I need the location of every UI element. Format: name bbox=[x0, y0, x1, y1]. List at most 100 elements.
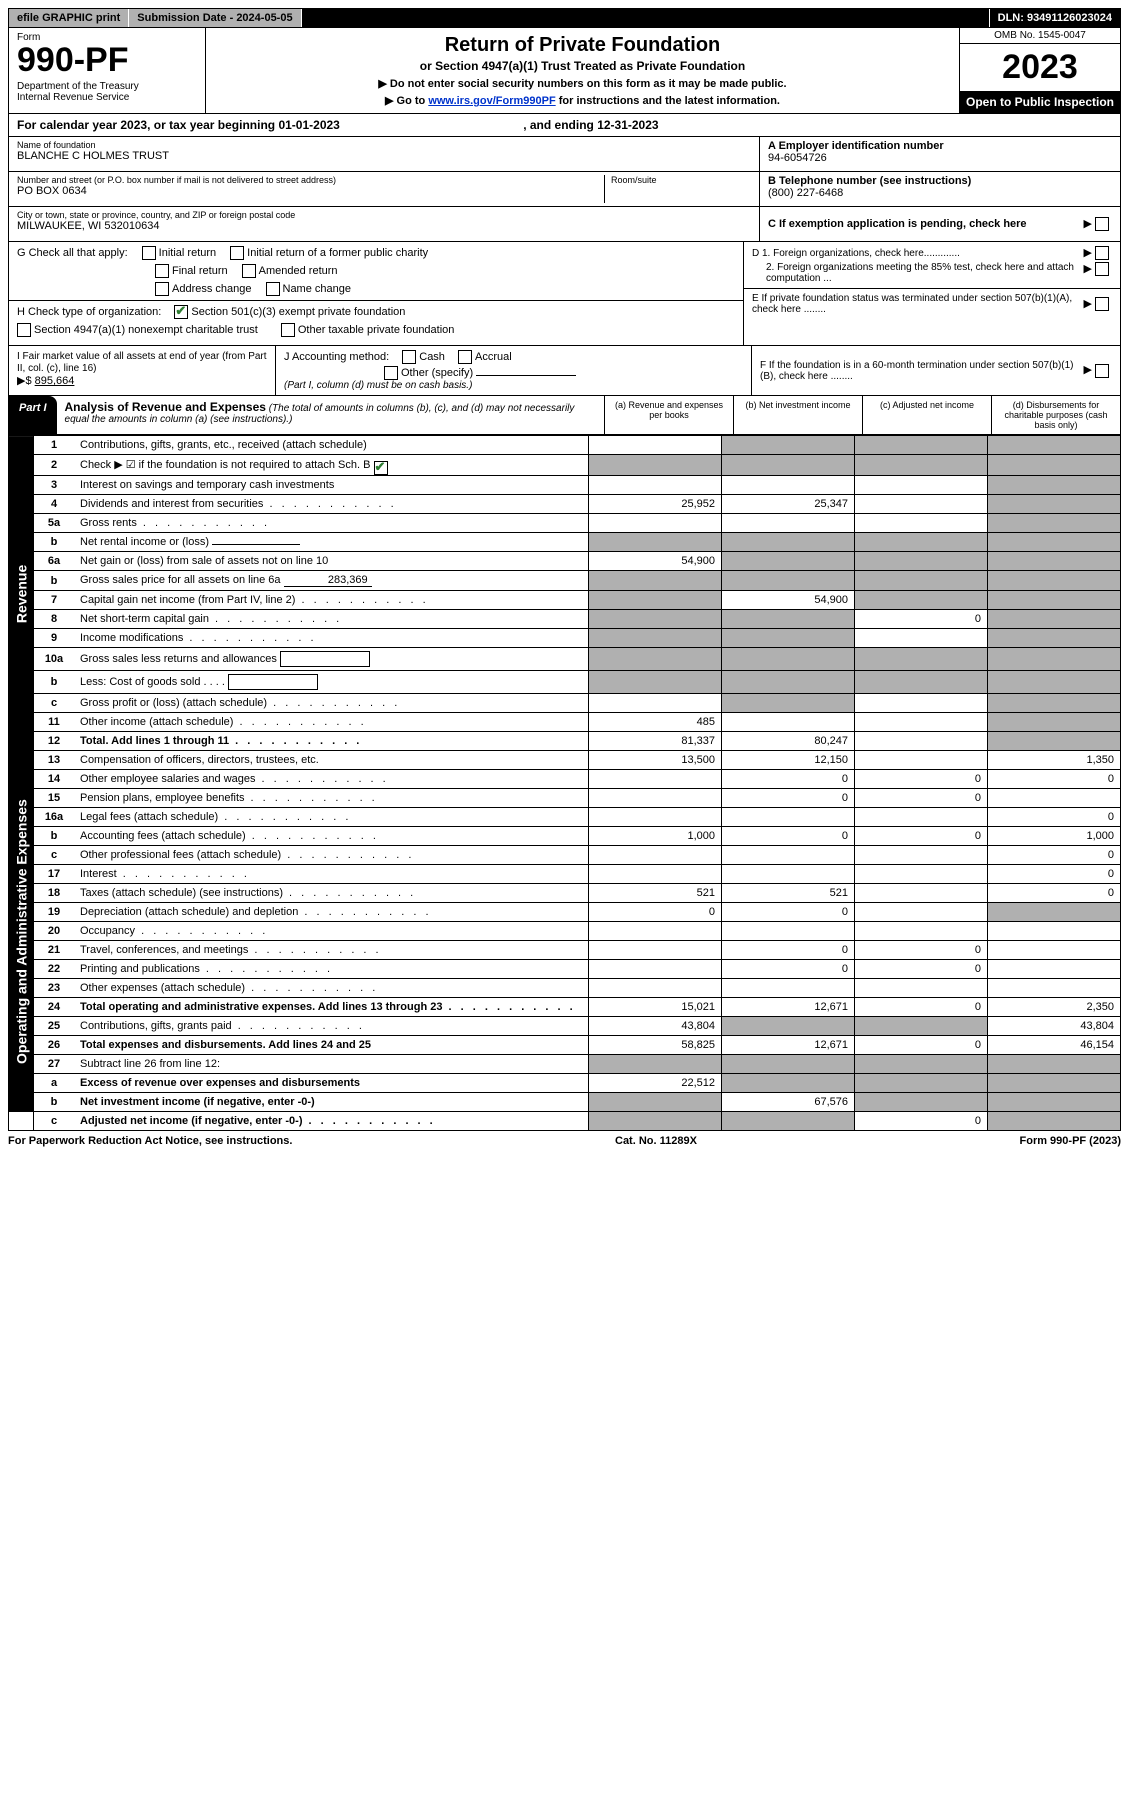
501c3-cb[interactable] bbox=[174, 305, 188, 319]
telephone-value: (800) 227-6468 bbox=[768, 187, 1112, 199]
part1-label: Part I bbox=[9, 396, 57, 434]
table-row: 10aGross sales less returns and allowanc… bbox=[9, 648, 1121, 671]
table-row: 24Total operating and administrative exp… bbox=[9, 998, 1121, 1017]
street-address: PO BOX 0634 bbox=[17, 185, 604, 197]
amended-return-cb[interactable] bbox=[242, 264, 256, 278]
table-row: Revenue 1Contributions, gifts, grants, e… bbox=[9, 436, 1121, 455]
form-id-block: Form 990-PF Department of the Treasury I… bbox=[9, 28, 206, 113]
omb-number: OMB No. 1545-0047 bbox=[960, 28, 1120, 44]
table-row: bNet rental income or (loss) bbox=[9, 533, 1121, 552]
fmv-value: 895,664 bbox=[35, 375, 75, 387]
form-note-1: ▶ Do not enter social security numbers o… bbox=[214, 77, 951, 90]
final-return-cb[interactable] bbox=[155, 264, 169, 278]
table-row: 11Other income (attach schedule) 485 bbox=[9, 713, 1121, 732]
table-row: 9Income modifications bbox=[9, 629, 1121, 648]
initial-return-cb[interactable] bbox=[142, 246, 156, 260]
foundation-name: BLANCHE C HOLMES TRUST bbox=[17, 150, 751, 162]
table-row: 19Depreciation (attach schedule) and dep… bbox=[9, 903, 1121, 922]
accrual-cb[interactable] bbox=[458, 350, 472, 364]
table-row: 6aNet gain or (loss) from sale of assets… bbox=[9, 552, 1121, 571]
col-d-header: (d) Disbursements for charitable purpose… bbox=[991, 396, 1120, 434]
table-row: 22Printing and publications 00 bbox=[9, 960, 1121, 979]
part1-header: Part I Analysis of Revenue and Expenses … bbox=[8, 396, 1121, 435]
city-cell: City or town, state or province, country… bbox=[9, 207, 759, 241]
form-title: Return of Private Foundation bbox=[214, 34, 951, 57]
revenue-side-label: Revenue bbox=[9, 436, 34, 751]
ein-value: 94-6054726 bbox=[768, 152, 1112, 164]
table-row: 3Interest on savings and temporary cash … bbox=[9, 476, 1121, 495]
other-taxable-cb[interactable] bbox=[281, 323, 295, 337]
col-b-header: (b) Net investment income bbox=[733, 396, 862, 434]
table-row: 2Check ▶ ☑ if the foundation is not requ… bbox=[9, 455, 1121, 476]
dln-label: DLN: 93491126023024 bbox=[990, 9, 1120, 27]
address-cell: Number and street (or P.O. box number if… bbox=[9, 172, 759, 207]
table-row: 25Contributions, gifts, grants paid 43,8… bbox=[9, 1017, 1121, 1036]
foundation-info: Name of foundation BLANCHE C HOLMES TRUS… bbox=[8, 137, 1121, 242]
table-row: 7Capital gain net income (from Part IV, … bbox=[9, 591, 1121, 610]
name-change-cb[interactable] bbox=[266, 282, 280, 296]
table-row: 27Subtract line 26 from line 12: bbox=[9, 1055, 1121, 1074]
table-row: 5aGross rents bbox=[9, 514, 1121, 533]
table-row: bGross sales price for all assets on lin… bbox=[9, 571, 1121, 591]
table-row: cOther professional fees (attach schedul… bbox=[9, 846, 1121, 865]
initial-former-cb[interactable] bbox=[230, 246, 244, 260]
85pct-test-cb[interactable] bbox=[1095, 262, 1109, 276]
form-header: Form 990-PF Department of the Treasury I… bbox=[8, 28, 1121, 114]
pra-notice: For Paperwork Reduction Act Notice, see … bbox=[8, 1135, 292, 1147]
column-headers: (a) Revenue and expenses per books (b) N… bbox=[604, 396, 1120, 434]
form-subtitle: or Section 4947(a)(1) Trust Treated as P… bbox=[214, 59, 951, 73]
section-i-j-f: I Fair market value of all assets at end… bbox=[8, 346, 1121, 396]
part1-table: Revenue 1Contributions, gifts, grants, e… bbox=[8, 435, 1121, 1131]
topbar-spacer bbox=[302, 9, 990, 27]
table-row: cGross profit or (loss) (attach schedule… bbox=[9, 694, 1121, 713]
4947a1-cb[interactable] bbox=[17, 323, 31, 337]
box-f: F If the foundation is in a 60-month ter… bbox=[752, 346, 1120, 395]
box-j: J Accounting method: Cash Accrual Other … bbox=[276, 346, 752, 395]
address-change-cb[interactable] bbox=[155, 282, 169, 296]
table-row: 4Dividends and interest from securities … bbox=[9, 495, 1121, 514]
table-row: cAdjusted net income (if negative, enter… bbox=[9, 1112, 1121, 1131]
table-row: 16aLegal fees (attach schedule) 0 bbox=[9, 808, 1121, 827]
table-row: Operating and Administrative Expenses 13… bbox=[9, 751, 1121, 770]
tax-year-begin: 01-01-2023 bbox=[278, 118, 339, 132]
507b1b-cb[interactable] bbox=[1095, 364, 1109, 378]
efile-top-bar: efile GRAPHIC print Submission Date - 20… bbox=[8, 8, 1121, 28]
table-row: bNet investment income (if negative, ent… bbox=[9, 1093, 1121, 1112]
form-note-2: ▶ Go to www.irs.gov/Form990PF for instru… bbox=[214, 94, 951, 107]
table-row: aExcess of revenue over expenses and dis… bbox=[9, 1074, 1121, 1093]
room-label: Room/suite bbox=[611, 175, 751, 185]
table-row: bLess: Cost of goods sold . . . . bbox=[9, 671, 1121, 694]
col-c-header: (c) Adjusted net income bbox=[862, 396, 991, 434]
tax-year-end: 12-31-2023 bbox=[597, 118, 658, 132]
table-row: 15Pension plans, employee benefits 00 bbox=[9, 789, 1121, 808]
table-row: 18Taxes (attach schedule) (see instructi… bbox=[9, 884, 1121, 903]
city-state-zip: MILWAUKEE, WI 532010634 bbox=[17, 220, 751, 232]
gross-sales-6a: 283,369 bbox=[284, 574, 372, 587]
schb-cb[interactable] bbox=[374, 461, 388, 475]
name-cell: Name of foundation BLANCHE C HOLMES TRUS… bbox=[9, 137, 759, 172]
cash-cb[interactable] bbox=[402, 350, 416, 364]
foreign-org-cb[interactable] bbox=[1095, 246, 1109, 260]
table-row: 20Occupancy bbox=[9, 922, 1121, 941]
table-row: 12Total. Add lines 1 through 11 81,33780… bbox=[9, 732, 1121, 751]
table-row: 21Travel, conferences, and meetings 00 bbox=[9, 941, 1121, 960]
exemption-checkbox[interactable] bbox=[1095, 217, 1109, 231]
open-to-public: Open to Public Inspection bbox=[960, 91, 1120, 113]
other-method-cb[interactable] bbox=[384, 366, 398, 380]
exemption-pending-cell: C If exemption application is pending, c… bbox=[760, 207, 1120, 241]
irs-link[interactable]: www.irs.gov/Form990PF bbox=[428, 95, 555, 107]
table-row: 17Interest 0 bbox=[9, 865, 1121, 884]
calendar-year-row: For calendar year 2023, or tax year begi… bbox=[8, 114, 1121, 137]
box-g: G Check all that apply: Initial return I… bbox=[9, 242, 744, 345]
507b1a-cb[interactable] bbox=[1095, 297, 1109, 311]
efile-label: efile GRAPHIC print bbox=[9, 9, 129, 27]
table-row: 26Total expenses and disbursements. Add … bbox=[9, 1036, 1121, 1055]
table-row: 23Other expenses (attach schedule) bbox=[9, 979, 1121, 998]
expenses-side-label: Operating and Administrative Expenses bbox=[9, 751, 34, 1112]
submission-date: Submission Date - 2024-05-05 bbox=[129, 9, 301, 27]
table-row: 14Other employee salaries and wages 000 bbox=[9, 770, 1121, 789]
table-row: 8Net short-term capital gain 0 bbox=[9, 610, 1121, 629]
section-g-d: G Check all that apply: Initial return I… bbox=[8, 242, 1121, 346]
part1-desc: Analysis of Revenue and Expenses (The to… bbox=[57, 396, 604, 434]
form-number: 990-PF bbox=[17, 43, 197, 77]
